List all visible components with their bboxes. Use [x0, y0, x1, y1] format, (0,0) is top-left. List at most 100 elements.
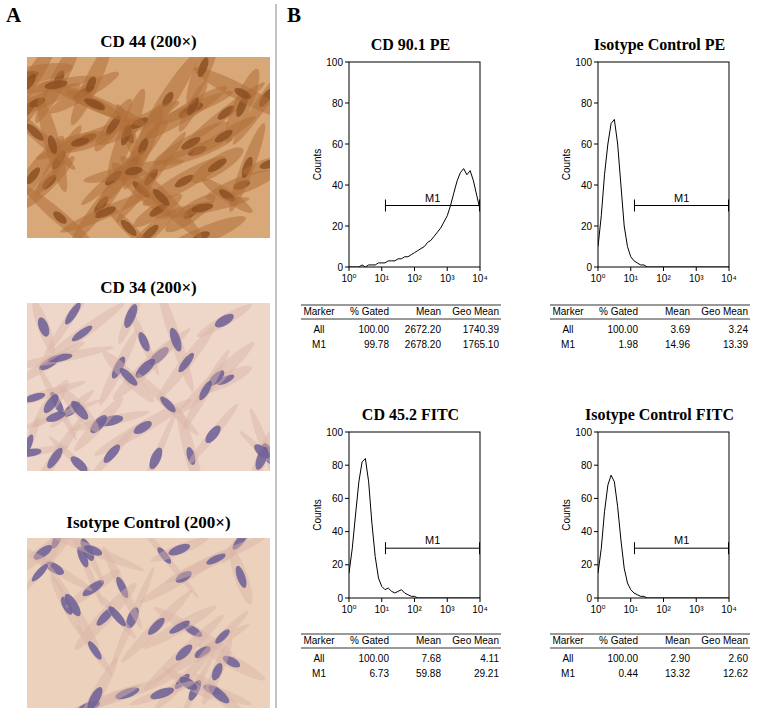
gate-end: [728, 542, 729, 554]
y-tick: [345, 226, 349, 227]
y-tick: [345, 465, 349, 466]
cell-nucleus: [209, 661, 224, 682]
chart-title: CD 90.1 PE: [371, 36, 451, 53]
y-tick: [345, 531, 349, 532]
table-cell: 13.39: [723, 339, 748, 350]
table-cell: All: [562, 324, 573, 335]
table-header: % Gated: [350, 635, 389, 646]
x-tick: [598, 598, 599, 602]
cell-nucleus: [82, 543, 103, 558]
x-tick-label: 10⁴: [721, 604, 736, 615]
cell-nucleus: [27, 447, 42, 458]
table-cell: 1740.39: [463, 324, 500, 335]
y-tick-label: 20: [581, 559, 593, 570]
y-tick: [345, 103, 349, 104]
cell-body: [58, 187, 153, 237]
table-cell: 2672.20: [405, 324, 442, 335]
gate-label: M1: [674, 192, 689, 204]
table-header: Marker: [303, 635, 335, 646]
x-tick-label: 10⁰: [341, 273, 356, 284]
y-tick: [594, 465, 598, 466]
cell-body: [198, 636, 237, 707]
y-tick-label: 60: [581, 493, 593, 504]
table-cell: 1.98: [619, 339, 639, 350]
table-cell: 13.32: [665, 668, 690, 679]
cell-nucleus: [203, 423, 224, 446]
x-tick: [729, 267, 730, 271]
cell-nucleus: [82, 96, 106, 113]
y-tick: [594, 598, 598, 599]
table-cell: 7.68: [422, 653, 442, 664]
x-tick-label: 10⁴: [472, 604, 487, 615]
cell-nucleus: [146, 615, 168, 637]
table-cell: M1: [561, 668, 575, 679]
micrograph: [27, 57, 270, 238]
table-cell: 2.60: [729, 653, 749, 664]
table-header: Geo Mean: [701, 635, 748, 646]
x-tick: [696, 267, 697, 271]
cell-nucleus: [167, 326, 184, 352]
gate-line: [385, 205, 480, 206]
table-header: Mean: [665, 635, 690, 646]
x-tick-label: 10⁰: [590, 604, 605, 615]
y-tick-label: 100: [326, 427, 343, 438]
micrograph: [27, 538, 270, 708]
cell-nucleus: [84, 75, 98, 93]
cell-nucleus: [45, 446, 66, 471]
y-tick: [594, 226, 598, 227]
y-tick-label: 20: [581, 221, 593, 232]
cell-body: [34, 680, 143, 708]
histogram-line: [598, 119, 729, 267]
table-cell: 3.24: [729, 324, 749, 335]
cell-nucleus: [179, 135, 202, 152]
table-cell: M1: [561, 339, 575, 350]
y-tick: [594, 267, 598, 268]
y-tick: [594, 531, 598, 532]
y-tick: [345, 498, 349, 499]
cell-nucleus: [151, 187, 172, 209]
x-tick-label: 10³: [440, 273, 455, 284]
y-tick: [345, 185, 349, 186]
cell-body: [43, 560, 103, 651]
plot-frame: [598, 432, 729, 598]
y-tick-label: 0: [586, 262, 592, 273]
cell-nucleus: [124, 165, 143, 176]
table-cell: All: [313, 324, 324, 335]
table-rule: [301, 319, 501, 320]
cell-nucleus: [191, 202, 214, 214]
cell-nucleus: [173, 642, 195, 663]
x-tick: [729, 598, 730, 602]
x-tick-label: 10³: [689, 273, 704, 284]
x-tick: [447, 267, 448, 271]
gate-end: [479, 200, 480, 212]
y-tick: [594, 62, 598, 63]
gate-end: [385, 542, 386, 554]
table-cell: 100.00: [607, 324, 638, 335]
gate-label: M1: [425, 192, 440, 204]
y-tick-label: 80: [332, 98, 344, 109]
histogram-chart: CD 90.1 PECounts02040608010010⁰10¹10²10³…: [301, 36, 501, 350]
y-tick-label: 20: [332, 559, 344, 570]
cell-nucleus: [44, 79, 68, 91]
table-rule: [550, 648, 750, 649]
x-tick-label: 10²: [407, 273, 422, 284]
y-tick: [345, 598, 349, 599]
x-tick-label: 10⁰: [590, 273, 605, 284]
cell-body: [154, 193, 251, 222]
x-tick-label: 10²: [407, 604, 422, 615]
x-tick-label: 10⁴: [472, 273, 487, 284]
divider: [276, 4, 277, 708]
table-header: Marker: [552, 635, 584, 646]
x-tick-label: 10³: [440, 604, 455, 615]
y-tick-label: 0: [586, 593, 592, 604]
table-cell: All: [313, 653, 324, 664]
x-tick: [630, 598, 631, 602]
cell-nucleus: [62, 303, 83, 326]
gate-end: [728, 200, 729, 212]
cell-nucleus: [94, 204, 118, 220]
x-tick-label: 10³: [689, 604, 704, 615]
x-tick-label: 10²: [656, 273, 671, 284]
cell-nucleus: [167, 541, 192, 558]
cell-nucleus: [27, 391, 46, 405]
plot-frame: [349, 432, 480, 598]
